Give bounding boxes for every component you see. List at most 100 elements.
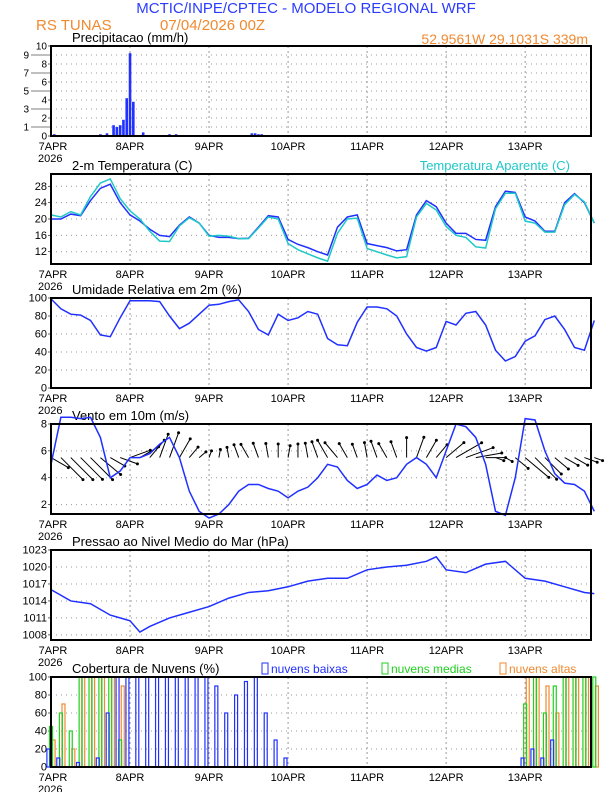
wind-vector	[110, 457, 126, 467]
cloud-bar-nuvens-baixas	[174, 676, 179, 768]
y-tick-label: 1023	[23, 545, 47, 557]
y-tick-label: 20	[35, 365, 47, 377]
y-tick-label: 9	[23, 51, 29, 62]
wind-vector	[435, 444, 448, 458]
wind-vector	[252, 443, 259, 458]
wind-vector	[304, 443, 309, 458]
cloud-bar-nuvens-baixas	[263, 712, 268, 768]
wind-vector-head	[91, 478, 95, 482]
cloud-bar-nuvens-baixas	[214, 685, 219, 768]
cloud-bar-nuvens-baixas	[115, 676, 120, 768]
wind-vector	[534, 457, 557, 480]
wind-vector-head	[377, 442, 381, 446]
coordinates: 52.9561W 29.1031S 339m	[421, 31, 588, 47]
wind-vector-head	[296, 442, 300, 446]
y-tick-label: 20	[35, 214, 47, 226]
y-tick-label: 1	[23, 123, 29, 134]
x-tick-label: 11APR	[350, 141, 384, 153]
precip-bar	[122, 119, 125, 136]
wind-vector	[416, 437, 425, 458]
wind-vector	[233, 444, 240, 458]
wind-vector	[324, 442, 338, 458]
x-tick-label: 9APR	[195, 269, 224, 281]
precip-bar	[105, 133, 109, 136]
wind-vector	[514, 457, 529, 469]
panel-clouds: 0 20 40 60 80 100 7APR 8APR 9APR 10APR 11APR 12APR 1…	[29, 661, 599, 792]
x-tick-label: 13APR	[508, 141, 543, 153]
main-title: MCTIC/INPE/CPTEC - MODELO REGIONAL WRF	[136, 0, 475, 17]
y-tick-label: 1020	[23, 561, 47, 573]
wind-vector-head	[210, 449, 214, 453]
wind-vector	[311, 441, 319, 458]
wind-vector-head	[559, 472, 563, 476]
precip-bar	[125, 98, 129, 136]
cloud-bar-nuvens-baixas	[154, 676, 160, 768]
y-tick-label: 60	[35, 708, 47, 720]
series-line-temp	[50, 177, 595, 263]
x-tick-label: 13APR	[508, 772, 543, 784]
y-tick-label: 2	[41, 114, 47, 125]
wind-vector-head	[204, 450, 208, 454]
y-tick-label: 8	[41, 419, 47, 431]
cloud-bar-nuvens-baixas	[95, 757, 100, 768]
wind-vector-head	[310, 440, 314, 444]
cloud-bar-nuvens-baixas	[164, 676, 170, 768]
wind-vector	[363, 442, 368, 458]
x-tick-label: 9APR	[195, 141, 224, 153]
panel-title: Vento em 10m (m/s)	[72, 408, 189, 423]
wind-vector	[100, 457, 121, 475]
x-tick-label: 12APR	[429, 393, 464, 405]
wind-vector	[445, 442, 465, 458]
cloud-bar-nuvens-baixas	[224, 712, 229, 768]
year-label: 2026	[38, 531, 62, 543]
cloud-bar-nuvens-medias	[582, 676, 587, 768]
wind-vector-head	[350, 442, 354, 446]
x-tick-label: 8APR	[116, 269, 145, 281]
cloud-bar-nuvens-medias	[78, 676, 83, 768]
legend-label: nuvens baixas	[271, 662, 348, 676]
y-tick-label: 5	[23, 87, 29, 98]
cloud-bar-nuvens-baixas	[283, 757, 288, 768]
panel-title: Cobertura de Nuvens (%)	[72, 661, 219, 676]
wind-vector-head	[177, 431, 181, 435]
panel-title-2: Temperatura Aparente (C)	[420, 158, 570, 173]
cloud-bar-nuvens-baixas	[520, 757, 525, 768]
cloud-bar-nuvens-baixas	[253, 676, 258, 768]
wind-vector	[90, 457, 113, 480]
wind-vector-head	[188, 437, 192, 441]
x-tick-label: 7APR	[39, 393, 68, 405]
legend-label: nuvens altas	[509, 662, 576, 676]
wind-vector	[119, 457, 138, 465]
panel-title: Umidade Relativa em 2m (%)	[72, 282, 242, 297]
cloud-bar-nuvens-baixas	[243, 680, 249, 768]
x-tick-label: 12APR	[429, 645, 464, 657]
x-tick-label: 7APR	[39, 141, 68, 153]
wind-vector-head	[316, 438, 320, 442]
cloud-bar-nuvens-baixas	[550, 739, 555, 768]
wind-vector-head	[264, 442, 268, 446]
plot-frame	[50, 549, 592, 641]
panel-title: 2-m Temperatura (C)	[72, 158, 192, 173]
wind-vector	[351, 444, 358, 458]
y-tick-label: 100	[29, 672, 47, 684]
wind-vector-head	[100, 477, 104, 481]
wind-vector-head	[389, 440, 393, 444]
wind-vector-head	[480, 441, 484, 445]
wind-vector-head	[462, 441, 466, 445]
wind-vector	[475, 452, 502, 459]
cloud-bar-nuvens-baixas	[530, 748, 535, 768]
wind-vector	[60, 457, 84, 480]
wind-vector-head	[500, 451, 504, 455]
wind-vector	[425, 440, 437, 458]
wind-vector-head	[555, 477, 559, 481]
precip-bar	[128, 53, 132, 137]
legend-label: nuvens medias	[391, 662, 472, 676]
x-tick-label: 13APR	[508, 393, 543, 405]
y-tick-label: 2	[41, 499, 47, 511]
y-tick-label: 0	[41, 383, 47, 395]
wind-vector-head	[362, 441, 366, 445]
wind-vector-head	[218, 448, 222, 452]
wind-vector	[70, 457, 94, 480]
x-tick-label: 7APR	[39, 269, 68, 281]
wind-vector	[524, 457, 550, 478]
